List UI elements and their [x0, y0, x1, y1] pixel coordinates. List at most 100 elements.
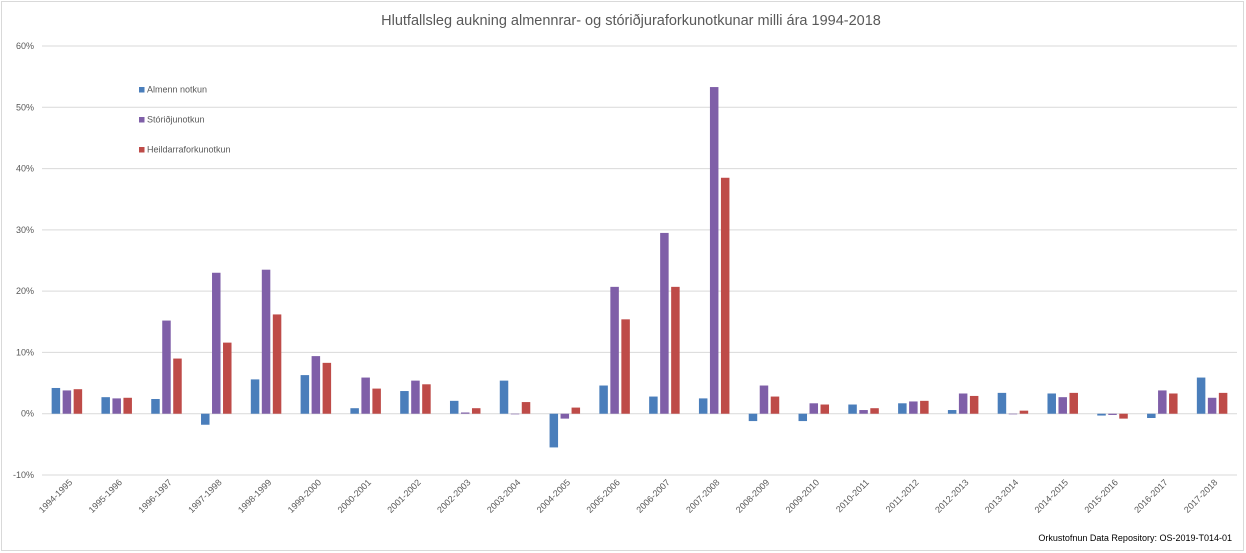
- bar: [560, 413, 570, 419]
- bar: [460, 412, 470, 414]
- bar: [101, 397, 110, 414]
- bar: [173, 358, 182, 414]
- bar: [1008, 413, 1018, 415]
- bar: [1196, 377, 1206, 414]
- bar: [1169, 393, 1178, 414]
- bar: [151, 399, 160, 414]
- bar: [759, 385, 769, 414]
- bar: [361, 377, 370, 414]
- x-tick-label: 2016-2017: [1132, 477, 1170, 515]
- bar: [671, 286, 680, 414]
- x-tick-label: 2005-2006: [585, 477, 623, 515]
- y-axis: -10% 0% 10% 20% 30% 40% 50% 60%: [13, 41, 34, 480]
- bar: [848, 404, 857, 414]
- bar: [920, 400, 929, 414]
- bar: [499, 380, 509, 414]
- x-tick-label: 2002-2003: [435, 477, 473, 515]
- bar: [859, 410, 868, 414]
- bar: [748, 413, 758, 422]
- bar: [73, 389, 83, 414]
- bar: [571, 407, 581, 414]
- bar: [720, 177, 730, 414]
- x-tick-label: 2010-2011: [834, 477, 871, 514]
- bar: [350, 408, 359, 414]
- bar: [1058, 397, 1067, 414]
- bar: [909, 401, 918, 414]
- y-tick-label: 20%: [16, 286, 34, 296]
- bar: [322, 362, 332, 414]
- bar: [471, 408, 481, 414]
- x-tick-label: 1997-1998: [186, 477, 224, 515]
- x-tick-label: 2015-2016: [1082, 477, 1120, 515]
- bar: [1207, 397, 1217, 414]
- legend-label: Stóriðjunotkun: [147, 115, 205, 125]
- bar: [798, 413, 808, 422]
- bar: [261, 269, 271, 414]
- bar: [400, 391, 409, 414]
- bar: [958, 393, 968, 414]
- bar: [162, 320, 171, 414]
- x-tick-label: 2014-2015: [1033, 477, 1071, 515]
- gridlines: [42, 45, 1237, 476]
- y-tick-label: 10%: [16, 347, 34, 357]
- bar: [1218, 392, 1228, 414]
- y-tick-label: 50%: [16, 102, 34, 112]
- bar: [223, 342, 232, 414]
- x-tick-label: 2001-2002: [385, 477, 423, 515]
- bar: [997, 392, 1007, 414]
- x-tick-label: 2012-2013: [933, 477, 971, 515]
- bar: [649, 396, 658, 414]
- x-tick-label: 1999-2000: [286, 477, 324, 515]
- bar: [621, 319, 630, 414]
- x-tick-label: 2009-2010: [784, 477, 822, 515]
- x-tick-label: 2000-2001: [336, 477, 374, 515]
- x-axis: 1994-1995 1995-1996 1996-1997 1997-1998 1998…: [37, 477, 1220, 515]
- x-tick-label: 2006-2007: [634, 477, 672, 515]
- x-tick-label: 2013-2014: [983, 477, 1021, 515]
- bar: [112, 398, 121, 414]
- x-tick-label: 1994-1995: [37, 477, 75, 515]
- x-tick-label: 2011-2012: [884, 477, 921, 514]
- bar: [1047, 393, 1056, 414]
- source-note: Orkustofnun Data Repository: OS-2019-T01…: [1038, 533, 1232, 543]
- bar: [201, 413, 210, 425]
- bar: [311, 356, 321, 414]
- bar: [709, 87, 719, 414]
- y-tick-label: 40%: [16, 164, 34, 174]
- bars: [51, 87, 1228, 448]
- bar: [300, 375, 310, 414]
- x-tick-label: 1995-1996: [87, 477, 125, 515]
- bar: [1097, 413, 1106, 416]
- x-tick-label: 2008-2009: [734, 477, 772, 515]
- bar: [599, 385, 608, 414]
- bar: [1108, 413, 1117, 415]
- x-tick-label: 1996-1997: [136, 477, 174, 515]
- bar: [1069, 392, 1078, 414]
- bar: [1158, 390, 1167, 414]
- bar: [510, 413, 520, 415]
- y-tick-label: 60%: [16, 41, 34, 51]
- bar: [660, 232, 669, 414]
- x-tick-label: 2017-2018: [1182, 477, 1220, 515]
- legend-swatch: [139, 147, 145, 153]
- bar: [62, 390, 72, 414]
- y-tick-label: 0%: [21, 409, 34, 419]
- bar: [898, 403, 907, 414]
- x-tick-label: 1998-1999: [236, 477, 274, 515]
- bar: [809, 403, 819, 414]
- legend-label: Almenn notkun: [147, 85, 207, 95]
- bar: [250, 379, 260, 414]
- legend-swatch: [139, 87, 145, 93]
- legend-label: Heildarraforkunotkun: [147, 145, 231, 155]
- chart-title: Hlutfallsleg aukning almennrar- og stóri…: [381, 13, 881, 29]
- bar: [1147, 413, 1156, 419]
- bar: [422, 384, 431, 414]
- bar: [411, 380, 420, 414]
- bar: [947, 410, 957, 414]
- legend-swatch: [139, 117, 145, 123]
- bar: [372, 388, 381, 414]
- bar: [770, 396, 780, 414]
